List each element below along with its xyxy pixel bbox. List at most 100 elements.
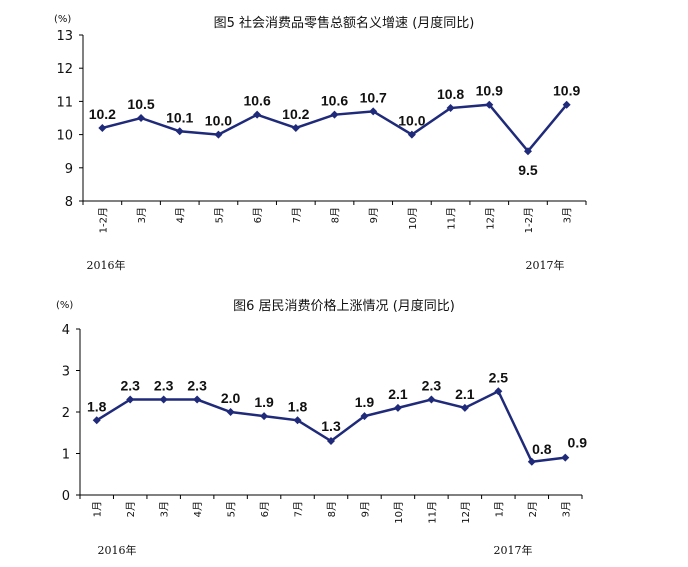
data-point — [446, 104, 455, 113]
data-point — [327, 437, 335, 446]
y-tick-label: 13 — [56, 29, 73, 44]
data-label: 9.5 — [518, 162, 538, 178]
data-point — [494, 387, 503, 396]
data-point — [98, 123, 107, 132]
x-tick-label: 5月 — [226, 501, 238, 517]
data-label: 10.0 — [205, 113, 232, 129]
data-label: 2.5 — [489, 369, 509, 385]
data-label: 10.0 — [398, 113, 425, 129]
y-tick-label: 0 — [62, 489, 70, 504]
data-point — [92, 416, 101, 425]
data-point — [137, 114, 146, 122]
data-point — [360, 412, 369, 421]
x-tick-label: 2月 — [527, 501, 539, 517]
data-label: 10.2 — [282, 106, 309, 122]
x-tick-label: 4月 — [175, 207, 187, 223]
chart-canvas: 0 1 2 3 4 (%) 1月 2月 3月 4月 5月 6月 7月 8月 9月 10月 11月 12月 1月 2月 3… — [56, 300, 588, 557]
x-tick-label: 10月 — [393, 501, 405, 524]
data-label: 2.0 — [221, 390, 241, 406]
data-point — [214, 130, 223, 139]
data-label: 1.9 — [254, 394, 274, 410]
data-point — [293, 416, 302, 425]
y-tick-label: 9 — [65, 162, 73, 177]
data-label: 0.8 — [532, 441, 552, 457]
year-label: 2017年 — [494, 543, 533, 557]
data-label: 2.3 — [154, 378, 174, 394]
data-label: 10.7 — [360, 89, 387, 105]
year-label: 2016年 — [98, 543, 137, 557]
data-label: 10.9 — [476, 83, 503, 99]
data-point — [527, 457, 536, 466]
x-tick-label: 5月 — [213, 207, 225, 223]
x-tick-label: 10月 — [407, 207, 419, 230]
data-point — [126, 395, 135, 404]
x-tick-label: 1月 — [493, 501, 505, 517]
data-label: 1.8 — [87, 398, 107, 414]
x-tick-label: 6月 — [259, 501, 271, 517]
data-label: 10.5 — [127, 96, 154, 112]
x-tick-label: 9月 — [368, 207, 380, 223]
x-tick-label: 3月 — [159, 501, 171, 517]
x-tick-label: 8月 — [326, 501, 338, 517]
year-label: 2017年 — [526, 258, 565, 272]
data-label: 0.9 — [568, 435, 588, 451]
x-tick-label: 3月 — [560, 501, 572, 517]
data-point — [330, 110, 339, 119]
data-point — [369, 107, 378, 116]
x-tick-label: 2月 — [125, 501, 137, 517]
data-label: 10.6 — [321, 93, 348, 109]
x-tick-label: 7月 — [291, 207, 303, 223]
data-point — [523, 147, 532, 156]
data-point — [561, 453, 570, 462]
data-point — [159, 395, 168, 404]
x-tick-label: 12月 — [484, 207, 496, 230]
x-tick-label: 1月 — [92, 501, 104, 517]
chart-title: 图5 社会消费品零售总额名义增速 (月度同比) — [213, 16, 475, 31]
data-label: 10.8 — [437, 86, 464, 102]
chart-cpi: 图6 居民消费价格上涨情况 (月度同比) 0 1 2 3 4 (%) 1月 2月 3月 4月 5月 6… — [0, 283, 688, 567]
y-tick-label: 3 — [62, 365, 70, 380]
data-point — [226, 408, 235, 416]
year-label: 2016年 — [87, 258, 126, 272]
data-label: 2.3 — [187, 378, 207, 394]
x-tick-label: 7月 — [293, 501, 305, 517]
data-label: 2.3 — [120, 378, 140, 394]
x-tick-label: 3月 — [562, 207, 574, 223]
x-tick-label: 3月 — [136, 207, 148, 223]
chart-title: 图6 居民消费价格上涨情况 (月度同比) — [233, 299, 455, 314]
chart-canvas: 8 9 10 11 12 13 (%) 1-2月 3月 4月 5月 6月 7月 8月 9月 10月 11月 12月… — [54, 14, 587, 272]
data-label: 2.3 — [422, 378, 442, 394]
data-point — [253, 110, 262, 119]
data-point — [427, 395, 436, 404]
data-point — [485, 100, 494, 109]
data-point — [460, 403, 469, 412]
data-point — [562, 100, 571, 109]
data-point — [193, 395, 202, 404]
y-tick-label: 12 — [56, 62, 73, 77]
data-point — [393, 403, 402, 412]
x-tick-label: 1-2月 — [523, 207, 535, 233]
y-tick-label: 4 — [62, 323, 70, 338]
x-tick-label: 11月 — [446, 207, 458, 230]
data-label: 10.9 — [553, 83, 580, 99]
data-point — [291, 123, 300, 132]
x-tick-label: 4月 — [192, 501, 204, 517]
data-label: 2.1 — [388, 386, 408, 402]
y-tick-label: 2 — [62, 406, 70, 421]
data-point — [260, 412, 269, 421]
x-tick-label: 6月 — [252, 207, 264, 223]
y-tick-label: 11 — [56, 95, 73, 110]
chart-retail-sales: 图5 社会消费品零售总额名义增速 (月度同比) 8 9 10 11 12 13 (%) 1-2… — [0, 0, 688, 283]
y-tick-label: 10 — [56, 129, 73, 144]
y-tick-label: 1 — [62, 448, 70, 463]
unit-label: (%) — [54, 14, 71, 25]
data-label: 1.8 — [288, 398, 308, 414]
data-label: 1.3 — [321, 418, 341, 434]
data-label: 2.1 — [455, 386, 475, 402]
x-tick-label: 8月 — [330, 207, 342, 223]
data-label: 10.2 — [89, 106, 116, 122]
unit-label: (%) — [56, 300, 73, 311]
data-label: 10.1 — [166, 109, 193, 125]
x-tick-label: 9月 — [359, 501, 371, 517]
x-tick-label: 11月 — [426, 501, 438, 524]
